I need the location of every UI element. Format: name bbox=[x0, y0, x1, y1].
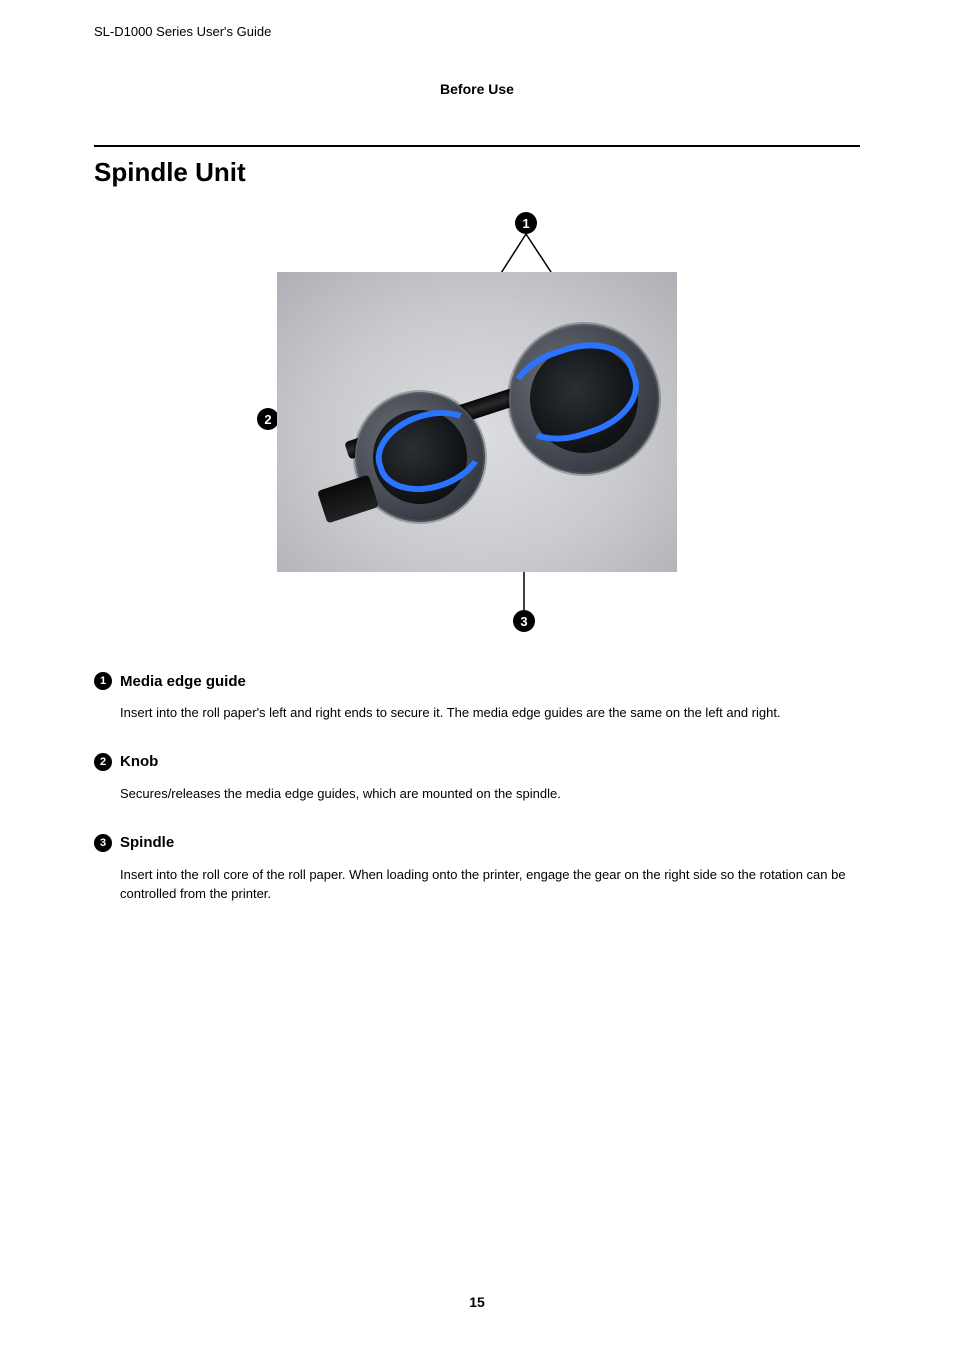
figure-photo bbox=[277, 272, 677, 572]
figure: 1 2 3 bbox=[257, 212, 697, 632]
figure-wrap: 1 2 3 bbox=[94, 212, 860, 632]
item-body: Secures/releases the media edge guides, … bbox=[94, 785, 860, 804]
item-media-edge-guide: 1 Media edge guide Insert into the roll … bbox=[94, 672, 860, 723]
item-body: Insert into the roll paper's left and ri… bbox=[94, 704, 860, 723]
item-knob: 2 Knob Secures/releases the media edge g… bbox=[94, 753, 860, 804]
item-title: Knob bbox=[120, 753, 158, 770]
chapter-label: Before Use bbox=[94, 81, 860, 97]
item-spindle: 3 Spindle Insert into the roll core of t… bbox=[94, 834, 860, 904]
item-head: 1 Media edge guide bbox=[94, 672, 860, 690]
knob-shape bbox=[317, 474, 379, 523]
item-num-badge: 3 bbox=[94, 834, 112, 852]
page-number: 15 bbox=[0, 1294, 954, 1310]
item-body: Insert into the roll core of the roll pa… bbox=[94, 866, 860, 904]
item-title: Media edge guide bbox=[120, 673, 246, 690]
item-num-badge: 2 bbox=[94, 753, 112, 771]
item-head: 3 Spindle bbox=[94, 834, 860, 852]
page: SL-D1000 Series User's Guide Before Use … bbox=[0, 0, 954, 1350]
item-num-badge: 1 bbox=[94, 672, 112, 690]
section-rule bbox=[94, 145, 860, 147]
item-head: 2 Knob bbox=[94, 753, 860, 771]
item-title: Spindle bbox=[120, 834, 174, 851]
section-title: Spindle Unit bbox=[94, 157, 860, 188]
running-head: SL-D1000 Series User's Guide bbox=[94, 24, 860, 39]
